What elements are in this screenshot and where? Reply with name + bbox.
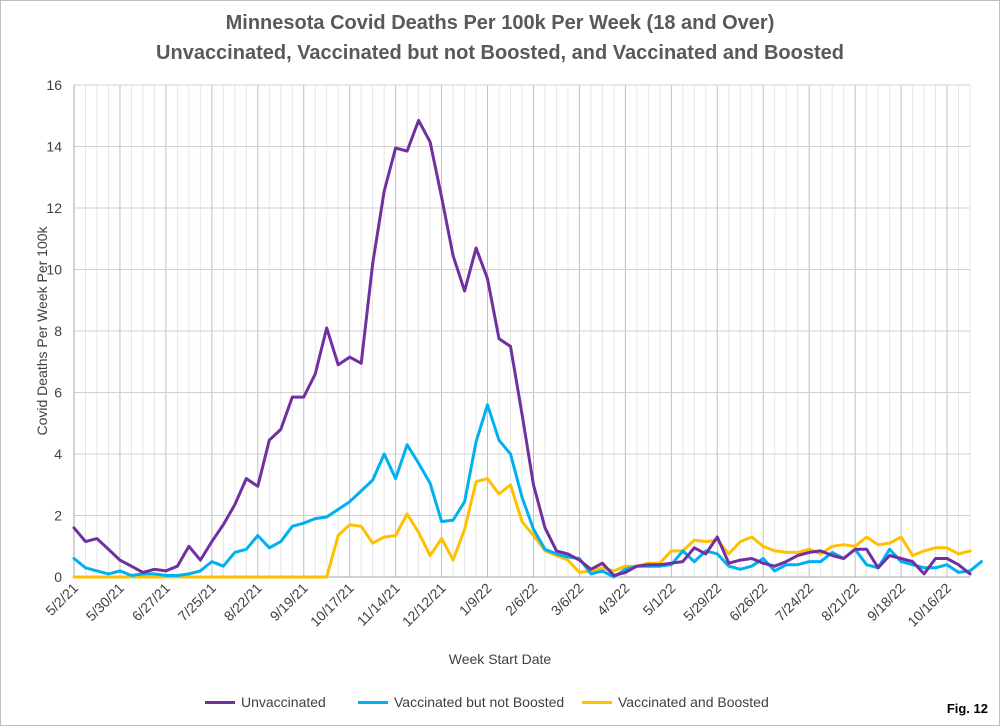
y-axis-title: Covid Deaths Per Week Per 100k [34, 226, 50, 436]
x-tick-label: 5/29/22 [680, 580, 724, 624]
y-tick-label: 16 [46, 77, 62, 93]
legend-swatch-vaccinated-not-boosted [358, 700, 388, 704]
x-tick-label: 12/12/21 [399, 580, 449, 630]
x-axis-title: Week Start Date [448, 651, 552, 667]
x-tick-label: 5/30/21 [83, 580, 127, 624]
figure-label: Fig. 12 [946, 701, 988, 716]
legend-label-vaccinated-boosted: Vaccinated and Boosted [618, 694, 769, 710]
chart-title: Minnesota Covid Deaths Per 100k Per Week… [225, 12, 775, 34]
x-tick-label: 1/9/22 [456, 580, 495, 619]
x-tick-label: 2/6/22 [502, 580, 541, 619]
x-tick-label: 6/27/21 [129, 580, 173, 624]
x-tick-label: 9/18/22 [864, 580, 908, 624]
legend-label-vaccinated-not-boosted: Vaccinated but not Boosted [394, 694, 565, 710]
y-tick-label: 2 [54, 508, 62, 524]
legend-swatch-unvaccinated [205, 700, 235, 704]
x-tick-label: 9/19/21 [267, 580, 311, 624]
x-tick-label: 6/26/22 [726, 580, 770, 624]
legend-item-vaccinated-not-boosted: Vaccinated but not Boosted [358, 692, 564, 712]
y-tick-label: 10 [46, 262, 62, 278]
y-tick-label: 8 [54, 323, 62, 339]
y-tick-label: 6 [54, 385, 62, 401]
x-tick-label: 3/6/22 [548, 580, 587, 619]
series-line-vaccinated-but-not-boosted [72, 403, 983, 579]
chart-subtitle: Unvaccinated, Vaccinated but not Boosted… [156, 42, 844, 64]
x-tick-label: 5/2/21 [42, 580, 81, 619]
x-tick-label: 8/22/21 [221, 580, 265, 624]
legend-item-vaccinated-boosted: Vaccinated and Boosted [582, 692, 769, 712]
x-tick-label: 10/17/21 [307, 580, 357, 630]
y-tick-label: 12 [46, 200, 62, 216]
x-tick-label: 10/16/22 [904, 580, 954, 630]
x-tick-label: 11/14/21 [354, 580, 403, 629]
y-tick-label: 4 [54, 446, 62, 462]
x-tick-label: 5/1/22 [640, 580, 679, 619]
x-tick-label: 4/3/22 [594, 580, 633, 619]
series-line-vaccinated-and-boosted [72, 477, 972, 579]
legend-swatch-vaccinated-boosted [582, 700, 612, 704]
x-tick-label: 7/25/21 [175, 580, 219, 624]
y-tick-label: 0 [54, 569, 62, 585]
legend-label-unvaccinated: Unvaccinated [241, 694, 326, 710]
x-tick-label: 8/21/22 [818, 580, 862, 624]
y-tick-label: 14 [46, 139, 62, 155]
x-tick-label: 7/24/22 [772, 580, 816, 624]
legend-item-unvaccinated: Unvaccinated [205, 692, 326, 712]
series-line-unvaccinated [72, 118, 972, 577]
